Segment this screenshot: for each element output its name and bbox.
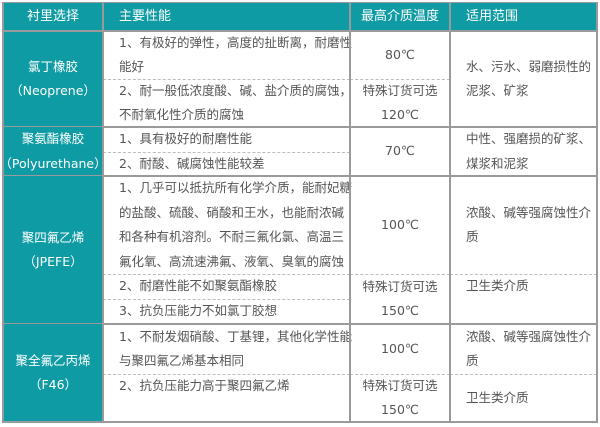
- dashed-divider: [350, 274, 450, 275]
- lining-name: 聚氨酯橡胶 （Polyurethane）: [0, 127, 107, 176]
- cell-line: 氟化氧、高流速沸氟、液氧、臭氧的腐蚀: [119, 253, 345, 269]
- cell-line: 卫生类介质: [466, 389, 529, 405]
- divider: [2, 2, 4, 423]
- divider: [3, 126, 597, 128]
- max-temperature: 70℃: [350, 127, 450, 176]
- cell-line: 浓酸、碱等强腐蚀性介: [466, 328, 592, 344]
- cell-line: 100℃: [381, 340, 419, 356]
- application-scope: 卫生类介质: [450, 374, 597, 422]
- cell-line: 聚全氟乙丙烯: [15, 352, 91, 368]
- cell-line: 卫生类介质: [466, 278, 529, 293]
- cell-line: 1、有极好的弹性，高度的扯断离，耐磨性: [119, 34, 352, 50]
- cell-line: 特殊订货可选: [362, 82, 438, 98]
- max-temperature: 80℃: [350, 31, 450, 79]
- header-col1: 衬里选择: [3, 3, 103, 31]
- cell-line: 质: [466, 229, 479, 244]
- application-scope: 浓酸、碱等强腐蚀性介质: [450, 176, 597, 274]
- cell-line: （F46）: [28, 377, 78, 392]
- dashed-divider: [103, 274, 350, 275]
- property-item: 1、具有极好的耐磨性能: [103, 127, 350, 152]
- dashed-divider: [103, 79, 350, 80]
- application-scope: 卫生类介质: [450, 274, 597, 324]
- property-item: 2、耐酸、碱腐蚀性能较差: [103, 152, 350, 176]
- lining-name: 氯丁橡胶 （Neoprene）: [3, 31, 103, 127]
- cell-line: 特殊订货可选: [362, 377, 438, 393]
- max-temperature: 100℃: [350, 176, 450, 274]
- divider: [449, 2, 451, 423]
- header-col4: 适用范围: [450, 3, 597, 31]
- divider: [102, 2, 104, 423]
- max-temperature: 特殊订货可选 150℃: [350, 374, 450, 422]
- cell-line: 不耐氧化性介质的腐蚀: [119, 107, 245, 122]
- cell-line: 水、污水、弱磨损性的: [466, 58, 592, 74]
- dashed-divider: [450, 274, 597, 275]
- dashed-divider: [103, 374, 350, 375]
- cell-line: 的盐酸、硫酸、硝酸和王水，也能耐浓碱: [119, 204, 345, 220]
- lining-name: 聚四氟乙烯 （JPEFE）: [3, 176, 103, 324]
- cell-line: 2、抗负压能力高于聚四氟乙烯: [119, 378, 290, 393]
- divider: [3, 175, 597, 177]
- cell-line: 浓酸、碱等强腐蚀性介: [466, 204, 592, 220]
- property-item: 1、几乎可以抵抗所有化学介质，能耐妃糖 的盐酸、硫酸、硝酸和王水，也能耐浓碱 和各种…: [103, 176, 352, 274]
- cell-line: 能好: [119, 59, 145, 74]
- cell-line: （Polyurethane）: [0, 155, 107, 171]
- property-item: 2、耐磨性能不如聚氨酯橡胶: [103, 274, 350, 299]
- cell-line: 2、耐磨性能不如聚氨酯橡胶: [119, 278, 277, 294]
- application-scope: 水、污水、弱磨损性的 泥浆、矿浆: [450, 31, 597, 127]
- dashed-divider: [103, 152, 350, 153]
- cell-line: （JPEFE）: [23, 254, 83, 269]
- cell-line: （Neoprene）: [10, 83, 96, 98]
- header-col3: 最高介质温度: [350, 3, 450, 31]
- cell-line: 质: [466, 353, 479, 368]
- cell-line: 1、不耐发烟硝酸、丁基锂，其他化学性能: [119, 328, 352, 344]
- cell-line: 2、耐一般低浓度酸、碱、盐介质的腐蚀，: [119, 82, 352, 98]
- divider: [3, 421, 597, 423]
- cell-line: 150℃: [381, 303, 419, 318]
- property-item: 2、抗负压能力高于聚四氟乙烯: [103, 374, 350, 422]
- lining-name: 聚全氟乙丙烯 （F46）: [3, 324, 103, 422]
- max-temperature: 特殊订货可选 120℃: [350, 79, 450, 127]
- cell-line: 1、具有极好的耐磨性能: [119, 131, 252, 147]
- cell-line: 与聚四氟乙烯基本相同: [119, 353, 245, 368]
- cell-line: 3、抗负压能力不如氯丁胶想: [119, 303, 277, 319]
- cell-line: 1、几乎可以抵抗所有化学介质，能耐妃糖: [119, 180, 352, 195]
- cell-line: 和各种有机溶剂。不耐三氟化氯、高温三: [119, 229, 345, 244]
- cell-line: 80℃: [385, 46, 415, 62]
- max-temperature: 特殊订货可选 150℃: [350, 274, 450, 324]
- divider: [3, 30, 597, 32]
- cell-line: 120℃: [381, 107, 419, 122]
- cell-line: 70℃: [385, 143, 415, 159]
- cell-line: 煤浆和泥浆: [466, 155, 529, 171]
- header-col2: 主要性能: [103, 3, 350, 31]
- application-scope: 浓酸、碱等强腐蚀性介质: [450, 324, 597, 374]
- divider: [3, 323, 597, 325]
- divider: [596, 2, 598, 423]
- cell-line: 特殊订货可选: [362, 278, 438, 294]
- max-temperature: 100℃: [350, 324, 450, 374]
- dashed-divider: [450, 374, 597, 375]
- cell-line: 中性、强磨损的矿浆、: [466, 131, 592, 146]
- property-item: 3、抗负压能力不如氯丁胶想: [103, 299, 350, 324]
- dashed-divider: [103, 299, 350, 300]
- cell-line: 100℃: [381, 216, 419, 232]
- divider: [349, 2, 351, 423]
- cell-line: 聚氨酯橡胶: [21, 131, 85, 146]
- dashed-divider: [350, 79, 450, 80]
- property-item: 1、不耐发烟硝酸、丁基锂，其他化学性能 与聚四氟乙烯基本相同: [103, 324, 352, 374]
- cell-line: 2、耐酸、碱腐蚀性能较差: [119, 155, 265, 171]
- property-item: 2、耐一般低浓度酸、碱、盐介质的腐蚀， 不耐氧化性介质的腐蚀: [103, 79, 352, 127]
- property-item: 1、有极好的弹性，高度的扯断离，耐磨性 能好: [103, 31, 352, 79]
- cell-line: 聚四氟乙烯: [21, 229, 85, 245]
- cell-line: 150℃: [381, 402, 419, 417]
- application-scope: 中性、强磨损的矿浆、 煤浆和泥浆: [450, 127, 597, 176]
- dashed-divider: [350, 374, 450, 375]
- cell-line: 氯丁橡胶: [27, 58, 78, 74]
- cell-line: 泥浆、矿浆: [466, 83, 529, 98]
- divider: [3, 2, 597, 3]
